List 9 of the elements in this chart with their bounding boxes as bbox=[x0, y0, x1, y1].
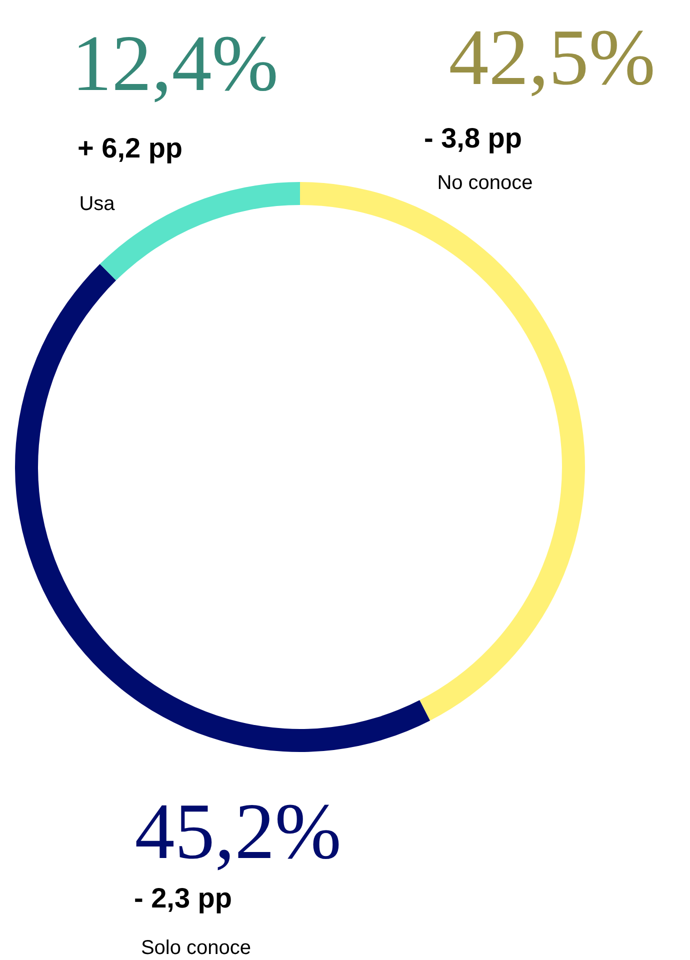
text: + 6,2 pp bbox=[77, 132, 183, 164]
text: - 2,3 pp bbox=[134, 882, 232, 914]
data-label: 12,4% bbox=[72, 20, 278, 108]
text: - 3,8 pp bbox=[424, 122, 522, 154]
slice-label: No conoce bbox=[437, 172, 533, 194]
slice-label: Usa bbox=[79, 193, 116, 215]
data-label: 42,5% bbox=[448, 14, 656, 102]
data-label: 45,2% bbox=[134, 788, 342, 876]
slice-label: Solo conoce bbox=[140, 937, 252, 959]
